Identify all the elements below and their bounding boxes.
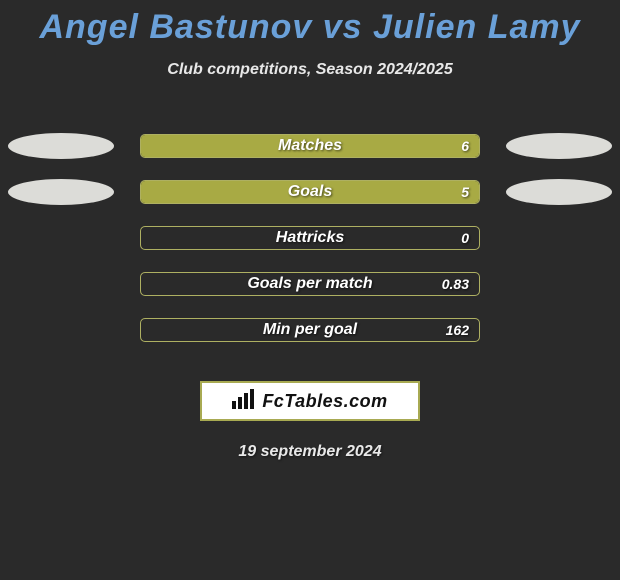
stat-bar-track: Matches 6: [140, 134, 480, 158]
stat-row: Matches 6: [0, 123, 620, 169]
stat-rows: Matches 6 Goals 5 Hattricks 0 Goals per match 0…: [0, 123, 620, 353]
page-subtitle: Club competitions, Season 2024/2025: [167, 61, 452, 79]
stat-label: Min per goal: [263, 321, 357, 339]
stat-value: 6: [461, 138, 469, 154]
page-title: Angel Bastunov vs Julien Lamy: [39, 8, 580, 47]
footer-date: 19 september 2024: [238, 443, 381, 461]
brand-text: FcTables.com: [262, 391, 387, 412]
brand-box[interactable]: FcTables.com: [200, 381, 420, 421]
stat-label: Matches: [278, 137, 342, 155]
stat-value: 162: [446, 322, 469, 338]
stat-bar-track: Hattricks 0: [140, 226, 480, 250]
stat-value: 0.83: [442, 276, 469, 292]
stat-row: Hattricks 0: [0, 215, 620, 261]
stat-bar-track: Goals 5: [140, 180, 480, 204]
stat-row: Goals per match 0.83: [0, 261, 620, 307]
stat-label: Goals per match: [247, 275, 372, 293]
player-ellipse-left: [8, 179, 114, 205]
player-ellipse-right: [506, 133, 612, 159]
stat-label: Hattricks: [276, 229, 344, 247]
stat-value: 5: [461, 184, 469, 200]
stat-row: Goals 5: [0, 169, 620, 215]
stat-bar-track: Min per goal 162: [140, 318, 480, 342]
player-ellipse-right: [506, 179, 612, 205]
player-ellipse-left: [8, 133, 114, 159]
comparison-card: Angel Bastunov vs Julien Lamy Club compe…: [0, 0, 620, 461]
chart-icon: [232, 389, 256, 414]
stat-value: 0: [461, 230, 469, 246]
stat-bar-track: Goals per match 0.83: [140, 272, 480, 296]
stat-label: Goals: [288, 183, 332, 201]
stat-row: Min per goal 162: [0, 307, 620, 353]
